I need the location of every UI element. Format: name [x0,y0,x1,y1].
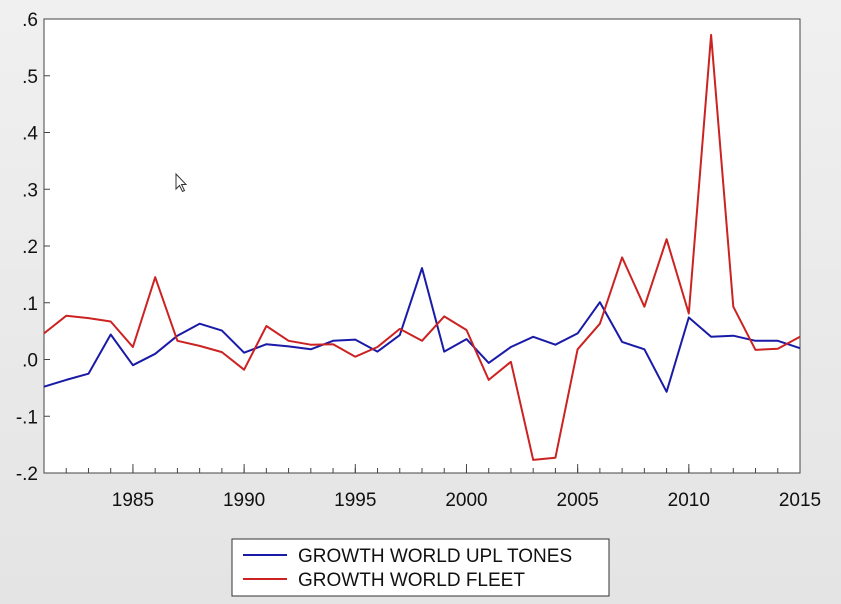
y-tick-label: .3 [22,180,38,201]
x-tick-label: 1990 [223,490,265,511]
x-tick-label: 2015 [779,490,821,511]
y-tick-label: .0 [22,351,38,372]
legend: GROWTH WORLD UPL TONES GROWTH WORLD FLEET [231,538,610,597]
y-tick-label: .1 [22,294,38,315]
y-tick-label: -.1 [16,407,38,428]
x-tick-label: 1985 [112,490,154,511]
mouse-cursor-icon [175,172,188,193]
legend-box [231,538,610,597]
y-tick-label: .6 [22,10,38,31]
plot-area [43,18,801,474]
x-tick-label: 2005 [557,490,599,511]
x-tick-label: 1995 [334,490,376,511]
axis-ticks: -.2 -.1 .0 .1 .2 .3 .4 .5 .6 1985 1990 1995 2000 2005… [16,10,821,511]
series-layer [43,33,801,461]
y-tick-label: .2 [22,237,38,258]
series-line-1 [43,267,801,393]
series-line-2 [43,33,801,461]
legend-label: GROWTH WORLD UPL TONES [298,546,572,567]
x-tick-label: 2000 [445,490,487,511]
y-tick-label: .5 [22,67,38,88]
x-tick-label: 2010 [668,490,710,511]
legend-label: GROWTH WORLD FLEET [298,570,525,591]
y-tick-label: -.2 [16,464,38,485]
y-tick-label: .4 [22,124,38,145]
